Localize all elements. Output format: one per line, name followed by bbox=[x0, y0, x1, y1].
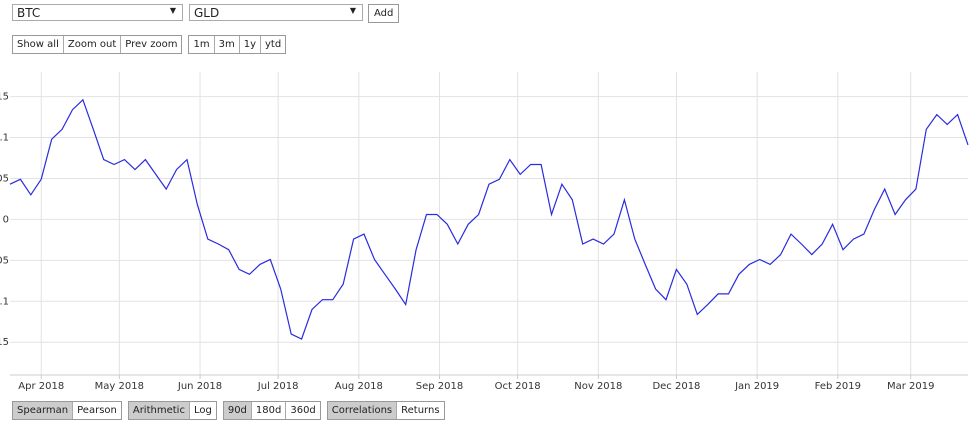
option-button[interactable]: 360d bbox=[286, 402, 320, 419]
x-tick-label: Apr 2018 bbox=[18, 381, 64, 392]
dropdown-arrow: ▼ bbox=[349, 6, 356, 15]
x-tick-label: Sep 2018 bbox=[416, 381, 463, 392]
button-group: Arithmetic Log bbox=[127, 401, 217, 420]
button-group: Correlations Returns bbox=[326, 401, 445, 420]
option-button[interactable]: Arithmetic bbox=[128, 402, 190, 419]
asset-select[interactable]: BTC ▼ bbox=[12, 4, 183, 21]
option-button[interactable]: Log bbox=[189, 402, 216, 419]
option-button[interactable]: Returns bbox=[397, 402, 444, 419]
range-button[interactable]: 1m bbox=[189, 36, 215, 53]
y-tick-label: 0.05 bbox=[0, 173, 9, 184]
x-tick-label: Aug 2018 bbox=[335, 381, 383, 392]
option-button[interactable]: Spearman bbox=[13, 402, 74, 419]
y-tick-label: 0.1 bbox=[0, 133, 9, 144]
option-button[interactable]: 180d bbox=[251, 402, 287, 419]
range-button[interactable]: 1y bbox=[239, 36, 261, 53]
option-controls: Spearman Pearson Arithmetic Log 90d 180d 360d C… bbox=[12, 401, 445, 420]
x-tick-label: Mar 2019 bbox=[887, 381, 935, 392]
series-line bbox=[9, 98, 969, 340]
x-tick-label: May 2018 bbox=[95, 381, 144, 392]
y-tick-label: -0.05 bbox=[0, 255, 9, 266]
zoom-button[interactable]: Prev zoom bbox=[121, 36, 182, 53]
y-tick-label: -0.15 bbox=[0, 337, 9, 348]
x-tick-label: Nov 2018 bbox=[574, 381, 622, 392]
range-button[interactable]: ytd bbox=[260, 36, 286, 53]
option-button[interactable]: Pearson bbox=[73, 402, 121, 419]
button-group: Show all Zoom out Prev zoom bbox=[12, 35, 183, 54]
zoom-button[interactable]: Zoom out bbox=[63, 36, 122, 53]
option-button[interactable]: 90d bbox=[223, 402, 252, 419]
zoom-button[interactable]: Show all bbox=[13, 36, 64, 53]
option-button[interactable]: Correlations bbox=[327, 402, 398, 419]
select-text: GLD bbox=[194, 6, 220, 20]
zoom-controls: Show all Zoom out Prev zoom 1m 3m 1y ytd bbox=[12, 35, 287, 54]
y-tick-label: -0.1 bbox=[0, 296, 9, 307]
x-tick-label: Jul 2018 bbox=[257, 381, 299, 392]
button-group: Spearman Pearson bbox=[12, 401, 122, 420]
x-tick-label: Jan 2019 bbox=[734, 381, 779, 392]
y-tick-label: 0 bbox=[3, 214, 9, 225]
button-group: 90d 180d 360d bbox=[222, 401, 321, 420]
x-tick-label: Jun 2018 bbox=[177, 381, 222, 392]
x-tick-label: Feb 2019 bbox=[815, 381, 861, 392]
button-group: 1m 3m 1y ytd bbox=[188, 35, 287, 54]
dropdown-arrow: ▼ bbox=[169, 6, 176, 15]
chart: 0.15 0.1 0.05 0 -0.05 -0.1 -0.15 Apr 2018 May 20… bbox=[0, 72, 969, 392]
x-tick-label: Dec 2018 bbox=[652, 381, 700, 392]
range-button[interactable]: 3m bbox=[214, 36, 240, 53]
select-text: BTC bbox=[17, 6, 41, 20]
asset-select[interactable]: GLD ▼ bbox=[189, 4, 363, 21]
x-tick-label: Oct 2018 bbox=[495, 381, 541, 392]
y-tick-label: 0.15 bbox=[0, 92, 9, 103]
add-button[interactable]: Add bbox=[368, 4, 400, 23]
